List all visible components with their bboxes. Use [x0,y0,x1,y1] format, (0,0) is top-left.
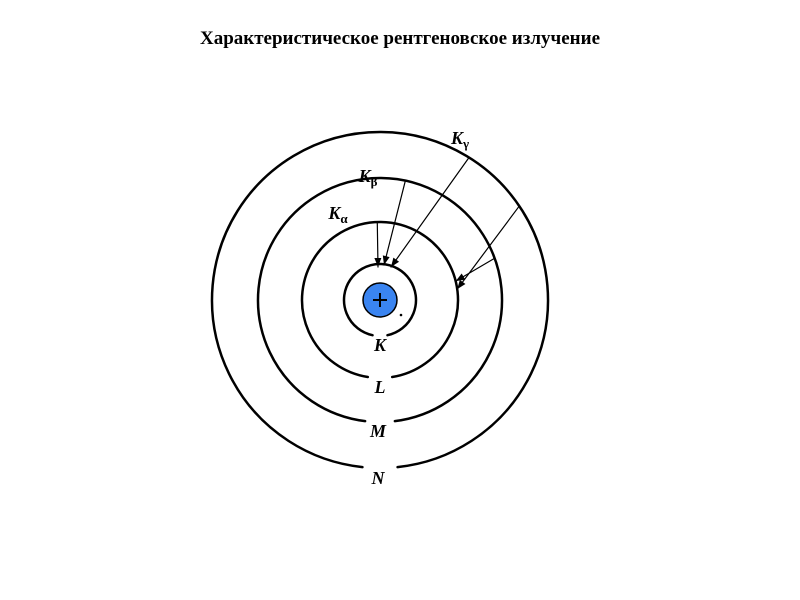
shell-label-L: L [374,377,386,397]
k-series-label: Kγ [450,128,469,151]
arrowhead [457,280,465,289]
shell-label-N: N [371,468,386,488]
k-series-label: Kβ [358,166,378,189]
arrowhead [391,258,399,267]
transition-N-K [391,158,469,267]
transition-N-L [457,206,519,289]
k-series-label: Kα [327,203,348,226]
atom-diagram: K L M N Kα Kβ Kγ [0,0,800,600]
shell-label-M: M [369,421,387,441]
arrowhead [374,258,381,267]
shell-label-K: K [373,335,388,355]
ejected-electron-dot [400,314,403,317]
